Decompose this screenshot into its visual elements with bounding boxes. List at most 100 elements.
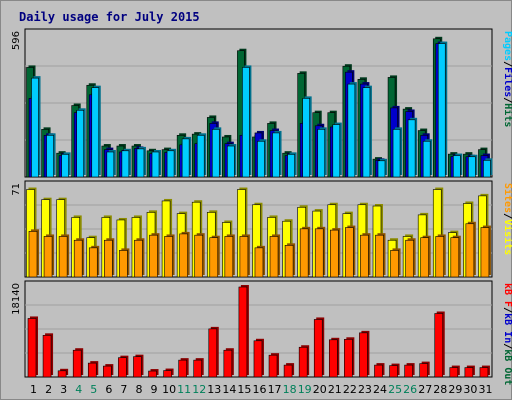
x-tick-day-19: 19 xyxy=(298,383,312,396)
bar-kbytes-kb-f-day-4 xyxy=(72,348,84,378)
bar-kbytes-kb-f-day-22-face xyxy=(344,338,353,378)
bar-visits-sites-day-5 xyxy=(88,245,100,278)
bar-visits-sites-day-21 xyxy=(329,228,341,278)
x-tick-day-10: 10 xyxy=(162,383,176,396)
bar-hits-pages-day-2 xyxy=(46,133,56,178)
bar-visits-sites-day-15-face xyxy=(239,236,249,278)
bar-visits-sites-day-26 xyxy=(405,238,416,278)
bar-visits-sites-day-10 xyxy=(164,234,175,278)
bar-visits-sites-day-30-face xyxy=(465,223,475,278)
bar-visits-sites-day-2 xyxy=(43,234,55,278)
x-tick-day-26: 26 xyxy=(403,383,417,396)
bar-hits-pages-day-22-face xyxy=(347,83,356,178)
bar-hits-pages-day-14-face xyxy=(227,145,235,178)
bar-hits-pages-day-24 xyxy=(377,158,387,178)
bar-hits-pages-day-27 xyxy=(422,139,433,178)
bar-hits-pages-day-7 xyxy=(121,148,131,178)
legend-separator: / xyxy=(502,61,512,67)
bar-visits-sites-day-27 xyxy=(420,235,431,278)
bar-kbytes-kb-f-day-11 xyxy=(178,358,189,378)
legend-entry-pages: Pages xyxy=(502,31,512,61)
x-tick-day-15: 15 xyxy=(237,383,251,396)
bar-kbytes-kb-f-day-14 xyxy=(223,348,234,378)
x-tick-day-13: 13 xyxy=(207,383,221,396)
x-tick-day-4: 4 xyxy=(75,383,82,396)
bar-kbytes-kb-f-day-20 xyxy=(313,317,325,378)
bar-visits-sites-day-10-face xyxy=(164,236,173,278)
bar-kbytes-kb-f-day-12-face xyxy=(193,359,203,378)
x-tick-day-5: 5 xyxy=(90,383,97,396)
bar-kbytes-kb-f-day-3-face xyxy=(57,370,67,378)
x-tick-day-3: 3 xyxy=(60,383,67,396)
legend-entry-visits: Visits xyxy=(502,219,512,255)
panel-hits-legend-text: Pages/Files/Hits xyxy=(502,31,512,127)
bar-visits-sites-day-17-face xyxy=(269,236,279,278)
bar-kbytes-kb-f-day-15-face xyxy=(238,286,248,378)
bar-visits-sites-day-20 xyxy=(314,226,326,278)
bar-kbytes-kb-f-day-25-face xyxy=(389,365,398,378)
bar-kbytes-kb-f-day-18-face xyxy=(283,364,293,378)
x-tick-day-8: 8 xyxy=(135,383,142,396)
bar-kbytes-kb-f-day-9 xyxy=(148,369,159,378)
bar-visits-sites-day-1 xyxy=(28,229,39,278)
bar-visits-sites-day-28-face xyxy=(435,236,445,278)
bar-kbytes-kb-f-day-8 xyxy=(133,354,144,378)
bar-visits-sites-day-11 xyxy=(179,231,190,278)
bar-hits-pages-day-12 xyxy=(196,133,207,178)
bar-hits-pages-day-25 xyxy=(392,127,403,178)
panel-kbytes-ymax-label: 18140 xyxy=(11,283,22,315)
bar-hits-pages-day-19-face xyxy=(302,98,310,178)
legend-separator: / xyxy=(502,307,512,313)
bar-hits-pages-day-28-face xyxy=(437,43,446,178)
bar-hits-pages-day-11 xyxy=(181,136,192,178)
bar-kbytes-kb-f-day-9-face xyxy=(148,370,157,378)
bar-visits-sites-day-27-face xyxy=(420,237,429,278)
bar-kbytes-kb-f-day-27 xyxy=(419,361,430,378)
bar-hits-pages-day-25-face xyxy=(392,129,401,178)
bar-hits-pages-day-9-face xyxy=(151,151,160,178)
bar-kbytes-kb-f-day-29-face xyxy=(449,367,459,378)
bar-hits-pages-day-4 xyxy=(76,108,86,178)
bar-visits-sites-day-12 xyxy=(194,233,205,278)
bar-kbytes-kb-f-day-31-face xyxy=(479,367,489,378)
bar-hits-pages-day-16-face xyxy=(257,140,265,178)
bar-hits-pages-day-5 xyxy=(91,85,101,178)
bar-visits-sites-day-21-face xyxy=(329,229,339,278)
bar-visits-sites-day-24-face xyxy=(375,234,384,278)
legend-entry-hits: Hits xyxy=(502,103,512,127)
bar-hits-pages-day-4-face xyxy=(76,109,84,178)
bar-hits-pages-day-11-face xyxy=(181,138,190,178)
bar-visits-sites-day-5-face xyxy=(88,247,98,278)
bar-hits-pages-day-31-face xyxy=(483,160,491,178)
bar-hits-pages-day-3 xyxy=(61,152,71,178)
bar-visits-sites-day-22-face xyxy=(345,227,354,278)
bar-hits-pages-day-28 xyxy=(437,41,448,178)
bar-hits-pages-day-8-face xyxy=(136,148,145,178)
x-tick-day-30: 30 xyxy=(463,383,477,396)
bar-hits-pages-day-26 xyxy=(407,117,418,178)
bar-hits-pages-day-7-face xyxy=(121,150,130,178)
bar-visits-sites-day-17 xyxy=(269,234,281,278)
legend-separator: / xyxy=(502,213,512,219)
panel-visits-ymax-label: 71 xyxy=(11,183,22,196)
bar-hits-pages-day-29-face xyxy=(453,155,461,178)
bar-kbytes-kb-f-day-23-face xyxy=(359,332,368,378)
x-tick-day-31: 31 xyxy=(478,383,492,396)
bar-kbytes-kb-f-day-26 xyxy=(404,363,415,378)
bar-visits-sites-day-19-face xyxy=(299,228,309,278)
bar-hits-pages-day-21 xyxy=(332,122,342,178)
bar-kbytes-kb-f-day-20-face xyxy=(313,319,323,378)
bar-visits-sites-day-3-face xyxy=(58,236,68,278)
bar-visits-sites-day-7-face xyxy=(119,250,128,278)
legend-entry-sites: Sites xyxy=(502,183,512,213)
bar-kbytes-kb-f-day-19 xyxy=(298,345,310,378)
bar-hits-pages-day-9 xyxy=(151,149,162,178)
bar-kbytes-kb-f-day-18 xyxy=(283,363,295,378)
bar-visits-sites-day-14-face xyxy=(224,236,234,278)
bar-kbytes-kb-f-day-26-face xyxy=(404,364,413,378)
panel-visits-legend-text: Sites/Visits xyxy=(502,183,512,255)
bar-kbytes-kb-f-day-17-face xyxy=(268,354,278,378)
bar-kbytes-kb-f-day-25 xyxy=(389,363,400,378)
bar-hits-pages-day-22 xyxy=(347,82,357,178)
bar-visits-sites-day-29 xyxy=(450,235,461,278)
